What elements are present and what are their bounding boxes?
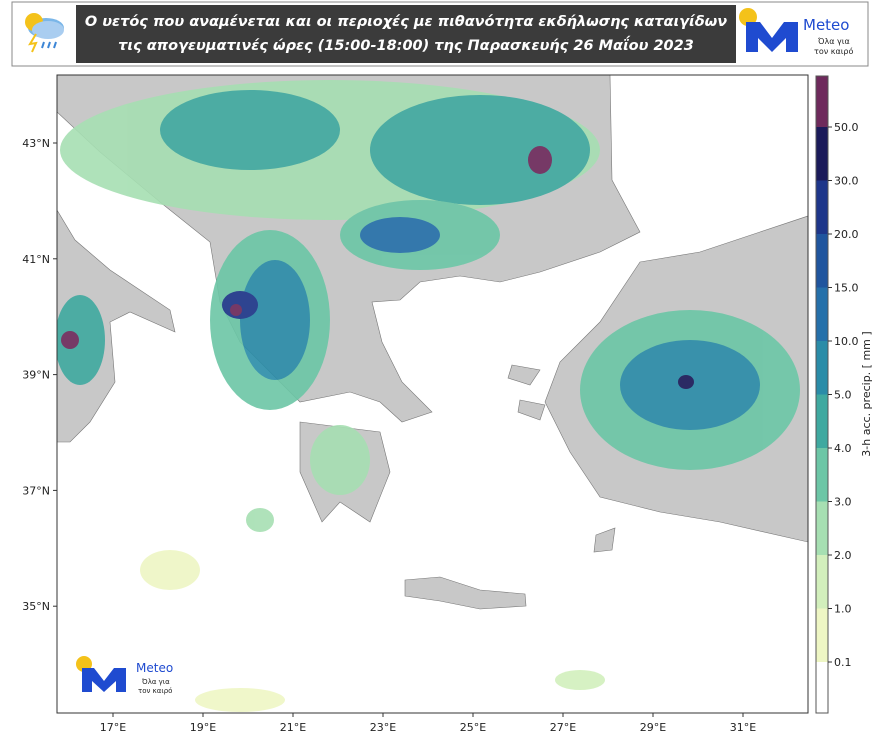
colorbar-segment: [816, 127, 828, 181]
lon-label: 29°E: [640, 721, 666, 734]
colorbar-segment: [816, 234, 828, 288]
colorbar-tick-label: 4.0: [834, 442, 852, 455]
title-line: Ο υετός που αναμένεται και οι περιοχές μ…: [85, 14, 727, 30]
lon-label: 27°E: [550, 721, 576, 734]
logo: Meteo Όλα για τον καιρό: [739, 8, 853, 56]
colorbar-segment: [816, 555, 828, 609]
colorbar-tick-label: 1.0: [834, 603, 852, 616]
colorbar-segment: [816, 448, 828, 502]
precipitation: [57, 80, 800, 712]
colorbar-tick-label: 50.0: [834, 121, 859, 134]
lon-label: 31°E: [730, 721, 756, 734]
colorbar-tick-label: 5.0: [834, 389, 852, 402]
colorbar-segment: [816, 501, 828, 555]
watermark-name: Meteo: [136, 661, 173, 675]
map: Meteo Όλα για τον καιρό: [57, 75, 808, 713]
colorbar-tick-label: 15.0: [834, 282, 859, 295]
colorbar-segment: [816, 662, 828, 713]
lon-label: 17°E: [100, 721, 126, 734]
colorbar-segment: [816, 608, 828, 662]
colorbar-tick-label: 0.1: [834, 656, 852, 669]
colorbar-segment: [816, 76, 828, 127]
title-bar: [76, 5, 736, 63]
colorbar-tick-label: 10.0: [834, 335, 859, 348]
colorbar-tick-label: 3.0: [834, 496, 852, 509]
watermark: Meteo Όλα για τον καιρό: [76, 656, 173, 695]
lat-label: 41°N: [22, 253, 50, 266]
logo-slogan: Όλα για: [817, 36, 850, 46]
lat-label: 43°N: [22, 137, 50, 150]
colorbar-label: 3-h acc. precip. [ mm ]: [860, 331, 873, 456]
logo-name: Meteo: [803, 16, 849, 34]
colorbar-segment: [816, 394, 828, 448]
weather-icon: [25, 13, 64, 53]
lon-label: 25°E: [460, 721, 486, 734]
watermark-slogan: τον καιρό: [138, 687, 172, 695]
colorbar-segment: [816, 341, 828, 395]
watermark-slogan: Όλα για: [141, 678, 170, 686]
colorbar-segment: [816, 287, 828, 341]
title-line: τις απογευματινές ώρες (15:00-18:00) της…: [118, 36, 694, 54]
lat-label: 37°N: [22, 484, 50, 497]
colorbar: 0.1 1.0 2.0 3.0 4.0 5.0 10.0 15.0 20.0 30.0 50.0: [815, 75, 859, 714]
lon-label: 19°E: [190, 721, 216, 734]
lat-label: 35°N: [22, 600, 50, 613]
lon-label: 23°E: [370, 721, 396, 734]
lat-label: 39°N: [22, 369, 50, 382]
colorbar-segment: [816, 180, 828, 234]
colorbar-tick-label: 20.0: [834, 228, 859, 241]
logo-slogan: τον καιρό: [814, 46, 853, 56]
colorbar-tick-label: 2.0: [834, 549, 852, 562]
colorbar-tick-label: 30.0: [834, 175, 859, 188]
lon-label: 21°E: [280, 721, 306, 734]
map-frame: [56, 74, 809, 714]
